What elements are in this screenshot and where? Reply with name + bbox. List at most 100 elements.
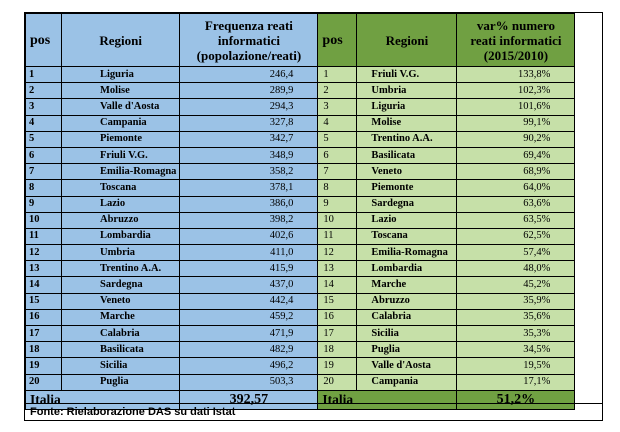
region-left: Puglia xyxy=(60,373,181,391)
region-left: Basilicata xyxy=(60,341,181,359)
header-var-line2: reati informatici xyxy=(470,32,562,48)
rank-left: 5 xyxy=(25,130,62,148)
frequency-value: 342,7 xyxy=(179,130,319,148)
region-right: Lombardia xyxy=(356,260,458,278)
frequency-value: 378,1 xyxy=(179,179,319,197)
frequency-value: 289,9 xyxy=(179,82,319,100)
region-left: Liguria xyxy=(60,65,181,84)
table-row: 9 Lazio 386,0 9 Sardegna 63,6% xyxy=(25,195,576,213)
frequency-value: 348,9 xyxy=(179,146,319,165)
rank-right: 20 xyxy=(317,373,358,391)
region-left: Lombardia xyxy=(60,227,181,246)
variation-value: 48,0% xyxy=(456,260,576,278)
region-right: Calabria xyxy=(356,308,458,327)
frequency-value: 442,4 xyxy=(179,292,319,310)
variation-value: 102,3% xyxy=(456,82,576,100)
frequency-value: 496,2 xyxy=(179,357,319,375)
frequency-value: 294,3 xyxy=(179,98,319,116)
total-value-left: 392,57 xyxy=(179,389,319,410)
variation-value: 35,6% xyxy=(456,308,576,327)
header-frequenza-line3: (popolazione/reati) xyxy=(196,47,302,63)
region-right: Marche xyxy=(356,276,458,294)
header-var: var% numero reati informatici (2015/2010… xyxy=(456,13,576,67)
region-right: Sardegna xyxy=(356,195,458,213)
frequency-value: 411,0 xyxy=(179,244,319,262)
frequency-value: 471,9 xyxy=(179,324,319,343)
variation-value: 62,5% xyxy=(456,227,576,246)
total-value-right: 51,2% xyxy=(456,389,576,410)
frequency-value: 327,8 xyxy=(179,114,319,132)
table-row: 16 Marche 459,2 16 Calabria 35,6% xyxy=(25,308,576,327)
region-right: Toscana xyxy=(356,227,458,246)
region-left: Valle d'Aosta xyxy=(60,98,181,116)
table-row: 4 Campania 327,8 4 Molise 99,1% xyxy=(25,114,576,132)
region-left: Friuli V.G. xyxy=(60,146,181,165)
header-regioni-left: Regioni xyxy=(60,13,181,67)
variation-value: 133,8% xyxy=(456,65,576,84)
header-frequenza-line2: informatici xyxy=(217,32,280,48)
region-right: Abruzzo xyxy=(356,292,458,310)
rank-right: 17 xyxy=(317,324,358,343)
rank-left: 20 xyxy=(25,373,62,391)
region-right: Trentino A.A. xyxy=(356,130,458,148)
rank-left: 9 xyxy=(25,195,62,213)
variation-value: 69,4% xyxy=(456,146,576,165)
header-regioni-right: Regioni xyxy=(356,13,458,67)
table-row: 17 Calabria 471,9 17 Sicilia 35,3% xyxy=(25,324,576,343)
rank-right: 15 xyxy=(317,292,358,310)
ranking-table: pos Regioni Frequenza reati informatici … xyxy=(24,13,576,410)
frequency-value: 402,6 xyxy=(179,227,319,246)
region-left: Umbria xyxy=(60,244,181,262)
table-row: 20 Puglia 503,3 20 Campania 17,1% xyxy=(25,373,576,391)
region-left: Marche xyxy=(60,308,181,327)
rank-left: 18 xyxy=(25,341,62,359)
region-right: Molise xyxy=(356,114,458,132)
frequency-value: 386,0 xyxy=(179,195,319,213)
rank-left: 12 xyxy=(25,244,62,262)
rank-left: 13 xyxy=(25,260,62,278)
frequency-value: 398,2 xyxy=(179,211,319,229)
region-left: Molise xyxy=(60,82,181,100)
frequency-value: 246,4 xyxy=(179,65,319,84)
region-left: Sicilia xyxy=(60,357,181,375)
table-row: 18 Basilicata 482,9 18 Puglia 34,5% xyxy=(25,341,576,359)
totals-row: Italia 392,57 Italia 51,2% xyxy=(24,389,576,410)
region-left: Emilia-Romagna xyxy=(60,163,181,181)
region-right: Umbria xyxy=(356,82,458,100)
rank-right: 16 xyxy=(317,308,358,327)
rank-left: 19 xyxy=(25,357,62,375)
rank-left: 15 xyxy=(25,292,62,310)
table-row: 15 Veneto 442,4 15 Abruzzo 35,9% xyxy=(25,292,576,310)
rank-right: 10 xyxy=(317,211,358,229)
total-label-left: Italia xyxy=(24,389,181,410)
table-row: 10 Abruzzo 398,2 10 Lazio 63,5% xyxy=(25,211,576,229)
region-right: Basilicata xyxy=(356,146,458,165)
region-right: Emilia-Romagna xyxy=(356,244,458,262)
source-note: Fonte: Rielaborazione DAS su dati Istat xyxy=(25,403,602,420)
variation-value: 64,0% xyxy=(456,179,576,197)
region-right: Friuli V.G. xyxy=(356,65,458,84)
header-var-line3: (2015/2010) xyxy=(483,47,549,63)
variation-value: 34,5% xyxy=(456,341,576,359)
header-frequenza-line1: Frequenza reati xyxy=(204,17,293,33)
rank-right: 7 xyxy=(317,163,358,181)
rank-right: 12 xyxy=(317,244,358,262)
variation-value: 68,9% xyxy=(456,163,576,181)
rank-left: 14 xyxy=(25,276,62,294)
table-row: 2 Molise 289,9 2 Umbria 102,3% xyxy=(25,82,576,100)
region-left: Abruzzo xyxy=(60,211,181,229)
rank-right: 19 xyxy=(317,357,358,375)
table-row: 12 Umbria 411,0 12 Emilia-Romagna 57,4% xyxy=(25,244,576,262)
rank-right: 4 xyxy=(317,114,358,132)
table-row: 11 Lombardia 402,6 11 Toscana 62,5% xyxy=(25,227,576,246)
rank-right: 14 xyxy=(317,276,358,294)
ranking-table-frame: pos Regioni Frequenza reati informatici … xyxy=(24,12,603,421)
variation-value: 35,3% xyxy=(456,324,576,343)
region-left: Calabria xyxy=(60,324,181,343)
rank-left: 4 xyxy=(25,114,62,132)
variation-value: 17,1% xyxy=(456,373,576,391)
header-var-line1: var% numero xyxy=(476,17,555,33)
region-right: Puglia xyxy=(356,341,458,359)
region-right: Valle d'Aosta xyxy=(356,357,458,375)
region-left: Toscana xyxy=(60,179,181,197)
